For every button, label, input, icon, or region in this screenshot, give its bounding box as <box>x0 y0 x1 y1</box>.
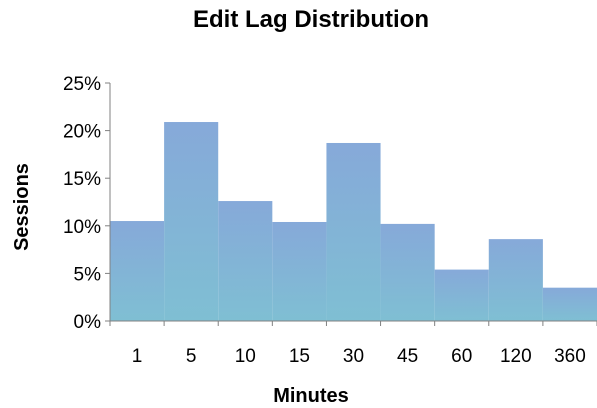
y-tick-label: 15% <box>63 169 101 190</box>
bar-1 <box>110 221 165 321</box>
bar-5 <box>164 122 219 321</box>
y-tick-label: 10% <box>63 217 101 238</box>
x-tick-label: 60 <box>451 346 472 367</box>
x-tick-label: 30 <box>343 346 364 367</box>
bar-120 <box>488 239 543 321</box>
y-axis: 0% 5% 10% 15% 20% 25% <box>63 74 111 333</box>
bar-45 <box>380 223 435 321</box>
x-tick-label: 120 <box>500 346 532 367</box>
y-axis-title: Sessions <box>11 163 33 251</box>
bar-30 <box>326 142 381 321</box>
bars-group <box>110 122 597 321</box>
bar-360 <box>542 287 597 321</box>
x-axis-title: Minutes <box>273 385 349 407</box>
bar-15 <box>272 221 327 321</box>
x-tick-label: 5 <box>186 346 197 367</box>
x-tick-label: 10 <box>235 346 256 367</box>
x-tick-label: 1 <box>132 346 143 367</box>
x-tick-label: 45 <box>397 346 418 367</box>
bar-10 <box>218 201 273 321</box>
x-tick-label: 15 <box>289 346 310 367</box>
x-axis: 1 5 10 15 30 45 60 120 360 <box>109 320 597 367</box>
bar-60 <box>434 269 489 321</box>
y-tick-label: 25% <box>63 74 101 95</box>
y-tick-label: 5% <box>74 264 102 285</box>
x-tick-label: 360 <box>554 346 586 367</box>
y-tick-label: 20% <box>63 122 101 143</box>
chart-title: Edit Lag Distribution <box>193 6 429 33</box>
y-tick-label: 0% <box>74 312 102 333</box>
